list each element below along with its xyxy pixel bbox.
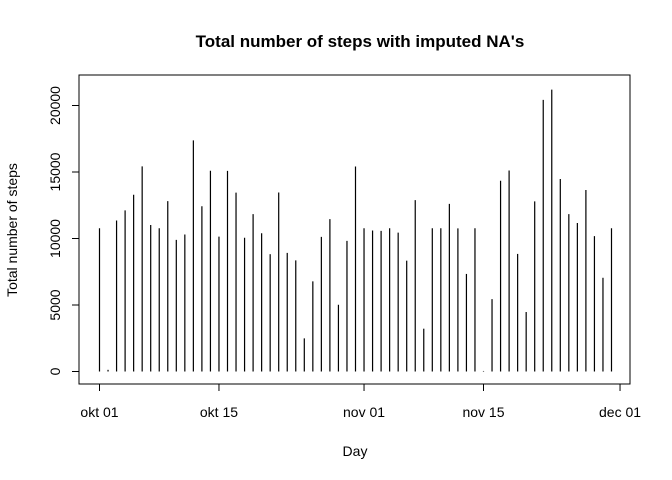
x-axis-label: Day — [343, 443, 368, 459]
y-tick-label: 5000 — [47, 289, 63, 320]
y-axis: 0 5000 10000 15000 20000 — [47, 86, 80, 375]
x-tick-label: okt 15 — [200, 404, 238, 420]
y-tick-label: 0 — [47, 367, 63, 375]
x-axis: okt 01 okt 15 nov 01 nov 15 dec 01 — [80, 383, 641, 420]
y-tick-label: 10000 — [47, 219, 63, 258]
plot-frame — [78, 74, 631, 385]
x-tick-label: nov 15 — [462, 404, 504, 420]
chart-title: Total number of steps with imputed NA's — [196, 32, 525, 51]
y-axis-label: Total number of steps — [4, 163, 20, 297]
bars-group — [98, 89, 613, 372]
x-tick-label: nov 01 — [343, 404, 385, 420]
y-tick-label: 15000 — [47, 152, 63, 191]
x-tick-label: dec 01 — [599, 404, 641, 420]
y-tick-label: 20000 — [47, 86, 63, 125]
x-tick-label: okt 01 — [80, 404, 118, 420]
